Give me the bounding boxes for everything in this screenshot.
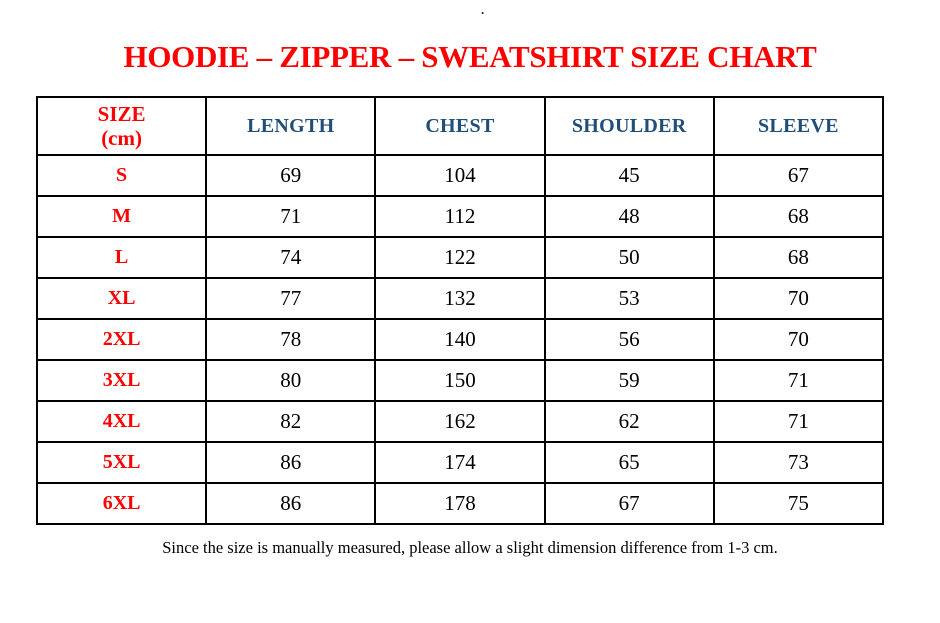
row-length-value: 86 (205, 441, 377, 484)
row-shoulder-value: 45 (543, 154, 715, 197)
row-chest-value: 174 (374, 441, 546, 484)
table-header: SIZE (cm) LENGTH CHEST SHOULDER SLEEVE (35, 96, 885, 156)
row-sleeve-value: 70 (712, 277, 885, 320)
length-column-header: LENGTH (205, 96, 377, 156)
row-length-value: 80 (205, 359, 377, 402)
table-row: 2XL 78 140 56 70 (35, 318, 885, 361)
size-chart-table: SIZE (cm) LENGTH CHEST SHOULDER SLEEVE S… (35, 96, 885, 525)
row-sleeve-value: 73 (712, 441, 885, 484)
row-shoulder-value: 65 (543, 441, 715, 484)
row-length-value: 78 (205, 318, 377, 361)
row-size-label: L (35, 236, 208, 279)
row-size-label: 2XL (35, 318, 208, 361)
row-shoulder-value: 48 (543, 195, 715, 238)
table-row: M 71 112 48 68 (35, 195, 885, 238)
row-chest-value: 104 (374, 154, 546, 197)
table-row: 3XL 80 150 59 71 (35, 359, 885, 402)
row-sleeve-value: 67 (712, 154, 885, 197)
row-sleeve-value: 71 (712, 359, 885, 402)
shoulder-column-header: SHOULDER (543, 96, 715, 156)
row-chest-value: 150 (374, 359, 546, 402)
row-length-value: 71 (205, 195, 377, 238)
row-shoulder-value: 67 (543, 482, 715, 525)
table-row: 4XL 82 162 62 71 (35, 400, 885, 443)
row-shoulder-value: 56 (543, 318, 715, 361)
stray-period-mark: . (481, 2, 485, 17)
row-shoulder-value: 53 (543, 277, 715, 320)
row-shoulder-value: 59 (543, 359, 715, 402)
size-table-body: S 69 104 45 67 M 71 112 48 68 L 74 122 50 68 XL 77 132 53 7… (35, 154, 885, 525)
row-sleeve-value: 75 (712, 482, 885, 525)
row-chest-value: 112 (374, 195, 546, 238)
table-row: S 69 104 45 67 (35, 154, 885, 197)
row-shoulder-value: 62 (543, 400, 715, 443)
row-length-value: 77 (205, 277, 377, 320)
measurement-disclaimer: Since the size is manually measured, ple… (162, 538, 778, 557)
row-size-label: M (35, 195, 208, 238)
row-chest-value: 122 (374, 236, 546, 279)
chest-column-header: CHEST (374, 96, 546, 156)
sleeve-column-header: SLEEVE (712, 96, 885, 156)
row-length-value: 82 (205, 400, 377, 443)
table-row: 6XL 86 178 67 75 (35, 482, 885, 525)
row-sleeve-value: 68 (712, 195, 885, 238)
row-size-label: 3XL (35, 359, 208, 402)
row-shoulder-value: 50 (543, 236, 715, 279)
table-header-row: SIZE (cm) LENGTH CHEST SHOULDER SLEEVE (35, 96, 885, 156)
row-length-value: 86 (205, 482, 377, 525)
row-chest-value: 162 (374, 400, 546, 443)
row-size-label: XL (35, 277, 208, 320)
page-title: HOODIE – ZIPPER – SWEATSHIRT SIZE CHART (123, 39, 817, 74)
row-chest-value: 178 (374, 482, 546, 525)
row-sleeve-value: 71 (712, 400, 885, 443)
size-cm-header: SIZE (cm) (35, 96, 208, 156)
row-chest-value: 132 (374, 277, 546, 320)
row-size-label: S (35, 154, 208, 197)
row-sleeve-value: 70 (712, 318, 885, 361)
row-size-label: 4XL (35, 400, 208, 443)
row-size-label: 5XL (35, 441, 208, 484)
row-length-value: 69 (205, 154, 377, 197)
size-header-line2: (cm) (101, 126, 142, 150)
row-chest-value: 140 (374, 318, 546, 361)
row-size-label: 6XL (35, 482, 208, 525)
table-row: XL 77 132 53 70 (35, 277, 885, 320)
table-row: L 74 122 50 68 (35, 236, 885, 279)
table-row: 5XL 86 174 65 73 (35, 441, 885, 484)
row-length-value: 74 (205, 236, 377, 279)
size-header-line1: SIZE (97, 101, 146, 126)
row-sleeve-value: 68 (712, 236, 885, 279)
